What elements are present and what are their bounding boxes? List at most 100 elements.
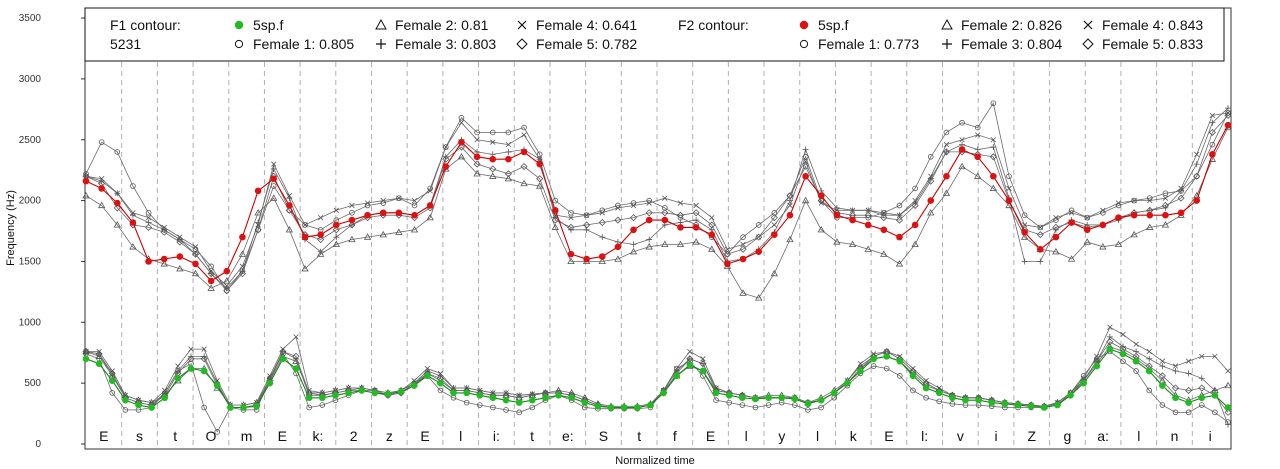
data-point [476, 392, 484, 399]
legend-f1-entry: Female 5: 0.782 [536, 36, 637, 52]
data-point [909, 372, 917, 380]
data-point [1225, 110, 1231, 116]
data-point [599, 234, 606, 241]
data-point [740, 234, 746, 240]
data-point [130, 210, 136, 216]
data-point [271, 161, 277, 167]
data-point [1006, 173, 1012, 180]
data-point [661, 216, 669, 224]
legend-f1-heading: F1 contour: [110, 17, 181, 33]
segment-label: i [994, 428, 997, 444]
data-point [614, 216, 622, 224]
data-point [208, 263, 214, 270]
segment-label: E [706, 428, 715, 444]
data-point [426, 213, 434, 221]
data-point [712, 389, 720, 397]
data-point [489, 155, 497, 163]
data-point [959, 119, 965, 126]
data-point [504, 174, 513, 182]
data-point [113, 221, 121, 228]
data-point [458, 120, 465, 126]
legend-box [84, 7, 1225, 62]
data-point [411, 202, 418, 209]
data-point [708, 245, 716, 252]
data-point [1177, 194, 1185, 202]
data-point [962, 396, 969, 404]
data-point [830, 389, 838, 397]
data-point [739, 402, 746, 408]
data-point [1083, 226, 1091, 234]
data-point [958, 162, 966, 170]
data-point [1115, 200, 1122, 206]
data-point [253, 402, 260, 410]
data-point [629, 247, 638, 255]
data-point [818, 404, 824, 411]
data-point [345, 385, 352, 391]
data-point [1185, 399, 1192, 406]
legend-f1-speaker: 5231 [110, 36, 141, 52]
data-point [520, 162, 528, 171]
data-point [912, 197, 918, 204]
data-point [410, 226, 419, 233]
data-point [988, 399, 996, 406]
data-point [1209, 112, 1216, 119]
data-point [912, 185, 918, 192]
data-point [974, 124, 981, 131]
data-point [1224, 408, 1232, 416]
data-point [145, 214, 152, 221]
data-point [927, 208, 935, 216]
data-point [364, 200, 371, 206]
data-point [1014, 401, 1022, 409]
data-point [754, 294, 763, 301]
data-point [238, 250, 247, 257]
data-point [1094, 353, 1100, 360]
data-point [1130, 211, 1138, 219]
data-point [129, 243, 137, 250]
data-point [1193, 172, 1201, 180]
data-point [778, 394, 786, 402]
data-point [880, 226, 888, 234]
data-point [319, 390, 325, 396]
data-point [1224, 404, 1232, 411]
data-point [1178, 185, 1184, 192]
data-point [316, 250, 325, 257]
legend-marker [516, 38, 528, 50]
data-point [529, 404, 536, 411]
data-point [1145, 367, 1153, 375]
data-point [786, 235, 794, 243]
data-point [411, 211, 418, 219]
data-point [692, 224, 700, 231]
data-point [192, 260, 199, 268]
data-point [949, 401, 956, 407]
data-point [844, 379, 851, 387]
data-point [1132, 357, 1140, 365]
legend-f2-entry: Female 2: 0.826 [961, 17, 1062, 33]
data-point [1131, 197, 1137, 204]
data-point [504, 170, 512, 178]
data-point [1199, 353, 1205, 360]
data-point [833, 211, 841, 219]
data-point [949, 394, 956, 402]
data-point [943, 172, 950, 180]
data-point [1021, 228, 1028, 236]
data-point [804, 400, 812, 408]
data-point [122, 407, 129, 413]
data-point [883, 365, 890, 372]
y-axis: 0 500 1000 1500 2000 2500 3000 3500 [19, 13, 85, 450]
data-point [864, 211, 872, 219]
data-point [755, 233, 763, 241]
data-point [975, 132, 981, 138]
x-axis-title: Normalized time [615, 455, 694, 467]
legend-f2-entry: Female 5: 0.833 [1102, 36, 1203, 52]
data-point [1159, 382, 1166, 389]
data-point [476, 402, 483, 408]
segment-label: a: [1097, 428, 1109, 444]
data-point [191, 269, 200, 277]
data-point [114, 190, 120, 196]
data-point [305, 394, 313, 402]
data-point [883, 353, 891, 360]
data-point [520, 148, 528, 156]
legend-f2-entry: Female 3: 0.804 [961, 36, 1062, 52]
data-point [911, 240, 919, 248]
data-point [817, 192, 825, 200]
